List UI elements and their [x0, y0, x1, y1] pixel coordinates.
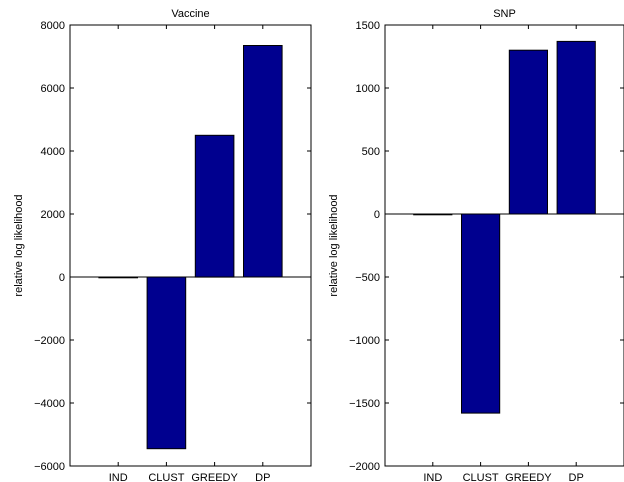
y-tick-label: 0 — [374, 209, 380, 221]
x-tick-label-greedy: GREEDY — [191, 472, 238, 482]
y-tick-label: −1000 — [349, 335, 380, 347]
y-axis-label: relative log likelihood — [13, 194, 25, 296]
x-tick-label-ind: IND — [109, 472, 128, 482]
y-tick-label: 1000 — [356, 83, 380, 95]
x-tick-label-dp: DP — [569, 472, 584, 482]
chart-title: SNP — [493, 8, 516, 20]
bar-dp — [556, 40, 596, 215]
x-tick-label-greedy: GREEDY — [505, 472, 552, 482]
chart-vaccine: −6000 −4000 −2000 0 2000 4000 6000 8000 IND CLUST… — [13, 8, 312, 482]
y-axis-label: relative log likelihood — [328, 194, 340, 296]
y-tick-label: −2000 — [349, 461, 380, 473]
x-tick-label-ind: IND — [423, 472, 442, 482]
bar-greedy — [508, 49, 548, 215]
y-tick-label: 8000 — [41, 20, 65, 32]
y-tick-label: 2000 — [41, 209, 65, 221]
y-tick-label: −6000 — [34, 461, 65, 473]
y-tick-label: 1500 — [356, 20, 380, 32]
y-tick-label: −1500 — [349, 398, 380, 410]
chart-title: Vaccine — [171, 8, 209, 20]
y-tick-label: 6000 — [41, 83, 65, 95]
axes-frame — [69, 24, 312, 467]
bar-greedy — [194, 134, 235, 278]
x-tick-label-clust: CLUST — [463, 472, 499, 482]
bar-dp — [243, 45, 283, 278]
chart-snp: −2000 −1500 −1000 −500 0 500 1000 1500 IND CLUST G… — [328, 8, 624, 482]
y-tick-label: 500 — [362, 146, 380, 158]
y-tick-label: −4000 — [34, 398, 65, 410]
y-tick-label: 0 — [59, 272, 65, 284]
axes-frame — [384, 24, 624, 467]
x-tick-label-clust: CLUST — [148, 472, 184, 482]
y-tick-label: −500 — [355, 272, 380, 284]
bar-clust — [461, 213, 501, 414]
y-tick-label: −2000 — [34, 335, 65, 347]
x-tick-label-dp: DP — [255, 472, 270, 482]
bar-clust — [146, 276, 187, 450]
y-tick-label: 4000 — [41, 146, 65, 158]
